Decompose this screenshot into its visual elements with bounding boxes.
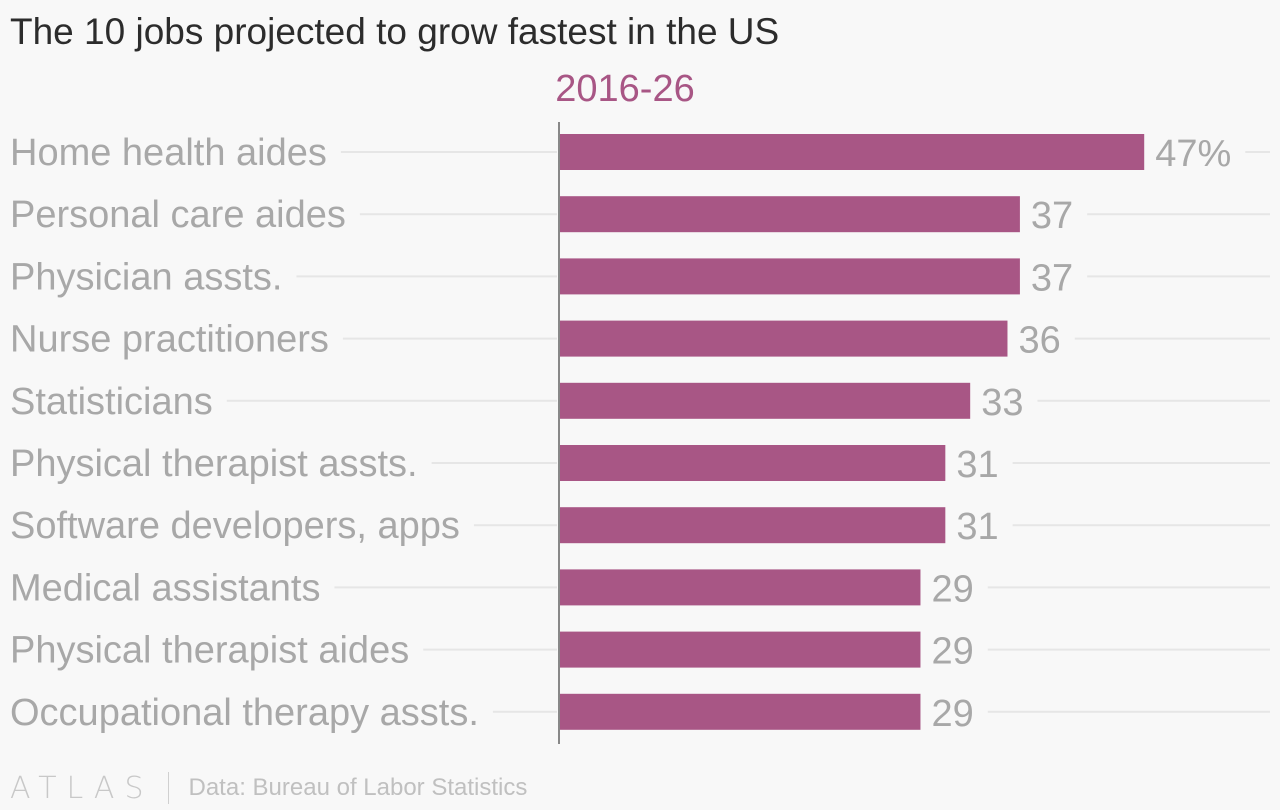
bar[interactable] [560,196,1020,233]
bar[interactable] [560,445,946,481]
category-label: Software developers, apps [10,505,460,547]
value-label: 29 [931,631,973,673]
bar[interactable] [560,382,971,419]
value-label: 33 [981,382,1023,424]
bar[interactable] [560,320,1008,357]
value-label: 29 [931,568,973,610]
value-label: 29 [931,693,973,735]
value-label: 47% [1155,133,1231,175]
atlas-logo[interactable]: ATLAS [10,770,154,806]
value-label: 37 [1031,257,1073,299]
category-label: Nurse practitioners [10,319,329,361]
value-label: 36 [1018,320,1060,362]
chart-title: The 10 jobs projected to grow fastest in… [10,11,780,52]
series-label: 2016-26 [555,68,694,110]
category-label: Occupational therapy assts. [10,692,479,734]
bar[interactable] [560,569,921,606]
value-label: 31 [956,444,998,486]
bar[interactable] [560,507,946,544]
footer: ATLAS Data: Bureau of Labor Statistics [10,768,527,808]
category-label: Medical assistants [10,567,320,609]
category-label: Statisticians [10,381,213,423]
bar[interactable] [560,693,921,730]
value-label: 37 [1031,195,1073,237]
source-note: Data: Bureau of Labor Statistics [188,774,528,801]
bar[interactable] [560,258,1020,295]
bar[interactable] [560,631,921,668]
category-label: Physical therapist assts. [10,443,418,485]
category-label: Physical therapist aides [10,630,409,672]
category-label: Personal care aides [10,194,346,236]
footer-divider [167,772,169,804]
bar[interactable] [560,134,1145,170]
value-label: 31 [956,506,998,548]
category-label: Physician assts. [10,256,282,298]
category-label: Home health aides [10,132,327,174]
